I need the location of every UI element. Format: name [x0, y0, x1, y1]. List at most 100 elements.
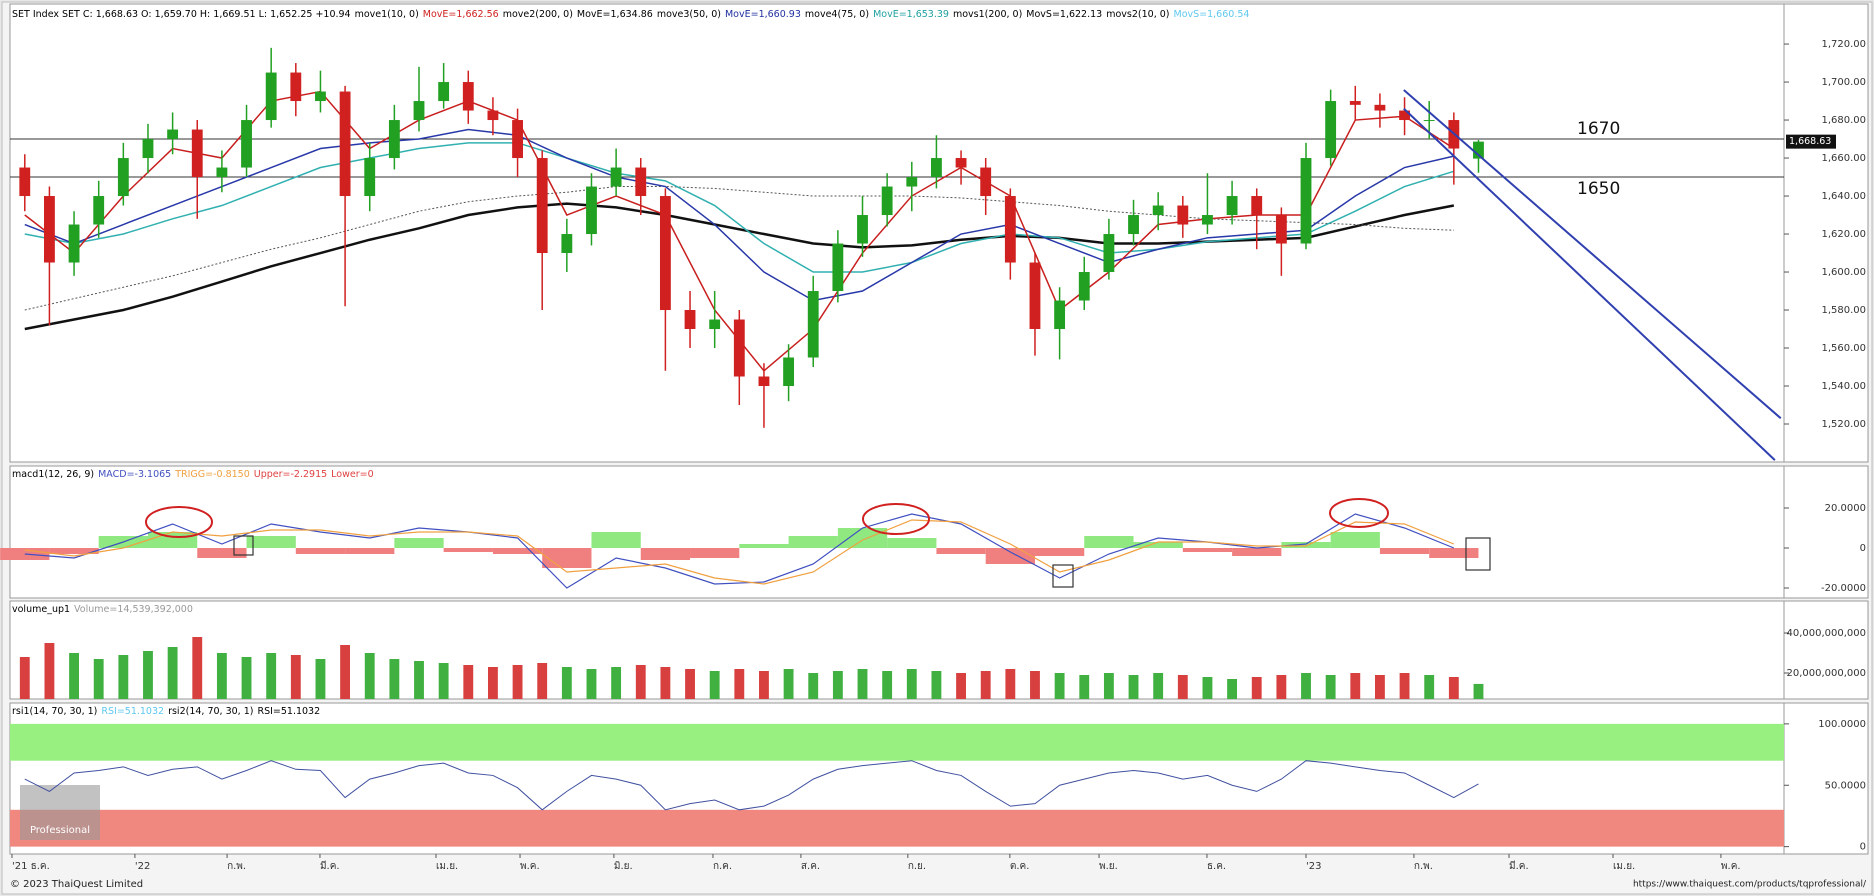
- header-item: TRIGG=-0.8150: [174, 469, 250, 480]
- candle-body: [1399, 110, 1410, 121]
- candle-body: [1029, 262, 1041, 330]
- candle-body: [388, 120, 400, 159]
- volume-bar: [364, 653, 375, 699]
- x-tick-label: พ.ค.: [1721, 861, 1741, 872]
- volume-bar: [1374, 675, 1385, 699]
- header-item: move1(10, 0): [355, 9, 419, 20]
- x-tick-label: ก.ค.: [713, 861, 732, 872]
- candle-body: [881, 186, 893, 216]
- volume-bar: [241, 657, 252, 699]
- volume-bar: [463, 665, 474, 699]
- x-tick-label: '23: [1306, 861, 1321, 872]
- x-tick-label: ก.พ.: [1414, 861, 1433, 872]
- y-tick-label: 1,520.00: [1821, 419, 1866, 430]
- candle-body: [93, 196, 105, 225]
- volume-bar: [1276, 675, 1287, 699]
- macd-line: [24, 519, 1455, 585]
- volume-bar: [290, 655, 301, 699]
- histogram-bar: [1133, 542, 1183, 548]
- candle-body: [117, 158, 129, 197]
- y-tick-label: 20.0000: [1825, 503, 1866, 514]
- candle-body: [191, 129, 203, 178]
- volume-bar: [266, 653, 277, 699]
- histogram-bar: [295, 548, 346, 554]
- y-tick-label: 1,660.00: [1821, 153, 1866, 164]
- volume-bar: [537, 663, 548, 699]
- highlight-circle: [145, 506, 213, 538]
- last-price-label: 1,668.63: [1789, 136, 1831, 147]
- candle-body: [19, 167, 31, 197]
- candle-body: [807, 291, 819, 358]
- x-tick-label: เม.ย.: [436, 861, 458, 872]
- level-label: 1650: [1577, 179, 1620, 199]
- panel-header: volume_up1 Volume=14,539,392,000: [12, 604, 193, 615]
- candle-body: [1349, 101, 1361, 105]
- moving-average: [24, 128, 1455, 302]
- candle-body: [1325, 101, 1337, 159]
- y-tick-label: 1,680.00: [1821, 115, 1866, 126]
- candle-body: [1473, 141, 1484, 159]
- x-tick-label: ต.ค.: [1010, 861, 1030, 872]
- volume-bar: [857, 669, 868, 699]
- url: https://www.thaiquest.com/products/tqpro…: [1633, 880, 1867, 890]
- y-tick-label: 1,540.00: [1821, 381, 1866, 392]
- header-item: RSI=51.1032: [257, 706, 320, 717]
- volume-bar: [1054, 673, 1065, 699]
- watermark-box: [20, 785, 100, 840]
- header-item: MACD=-3.1065: [98, 469, 171, 480]
- volume-bar: [389, 659, 400, 699]
- candle-body: [1300, 158, 1312, 244]
- candle-body: [1177, 205, 1189, 225]
- volume-bar: [1399, 673, 1410, 699]
- header-item: volume_up1: [12, 604, 70, 615]
- candle-body: [216, 167, 228, 178]
- header-item: MovS=1,660.54: [1174, 9, 1250, 20]
- histogram-bar: [1330, 532, 1380, 548]
- volume-bar: [1325, 675, 1336, 699]
- y-tick-label: -20.0000: [1821, 583, 1866, 594]
- histogram-bar: [591, 532, 641, 548]
- candle-body: [241, 120, 252, 168]
- candle-body: [1202, 215, 1213, 225]
- histogram-bar: [936, 548, 986, 554]
- y-tick-label: 1,720.00: [1821, 39, 1866, 50]
- candle-body: [709, 319, 721, 330]
- x-tick-label: มี.ค.: [320, 860, 340, 872]
- y-tick-label: 40,000,000,000: [1786, 628, 1866, 639]
- volume-bar: [832, 671, 843, 699]
- volume-bar: [709, 671, 720, 699]
- y-tick-label: 50.0000: [1825, 780, 1866, 791]
- axis-panel: [1783, 465, 1869, 599]
- x-tick-label: มี.ค.: [1509, 860, 1529, 872]
- volume-bar: [69, 653, 79, 699]
- header-item: RSI=51.1032: [101, 706, 164, 717]
- header-item: MovE=1,634.86: [577, 9, 653, 20]
- candle-body: [1004, 196, 1016, 263]
- panel-header: SET Index SET C: 1,668.63 O: 1,659.70 H:…: [12, 9, 1249, 20]
- histogram-bar: [887, 538, 937, 548]
- y-tick-label: 1,700.00: [1821, 77, 1866, 88]
- moving-average: [24, 186, 1454, 311]
- highlight-box: [1465, 537, 1491, 571]
- candle-body: [635, 167, 647, 197]
- candle-body: [906, 177, 918, 187]
- volume-bar: [1473, 683, 1484, 699]
- volume-bar: [1177, 675, 1188, 699]
- volume-bar: [438, 663, 449, 699]
- volume-bar: [1424, 675, 1435, 699]
- candle-body: [980, 167, 992, 197]
- candle-body: [512, 120, 523, 159]
- y-tick-label: 1,620.00: [1821, 229, 1866, 240]
- volume-bar: [882, 671, 893, 699]
- volume-bar: [931, 671, 942, 699]
- volume-bar: [340, 645, 351, 699]
- histogram-bar: [640, 548, 691, 560]
- volume-bar: [635, 665, 646, 699]
- header-item: MovE=1,660.93: [725, 9, 801, 20]
- highlight-circle: [862, 503, 930, 535]
- panel-header: macd1(12, 26, 9) MACD=-3.1065 TRIGG=-0.815…: [12, 469, 374, 480]
- histogram-bar: [985, 548, 1035, 564]
- histogram-bar: [1084, 536, 1134, 548]
- candle-body: [68, 224, 80, 263]
- histogram-bar: [1034, 548, 1085, 556]
